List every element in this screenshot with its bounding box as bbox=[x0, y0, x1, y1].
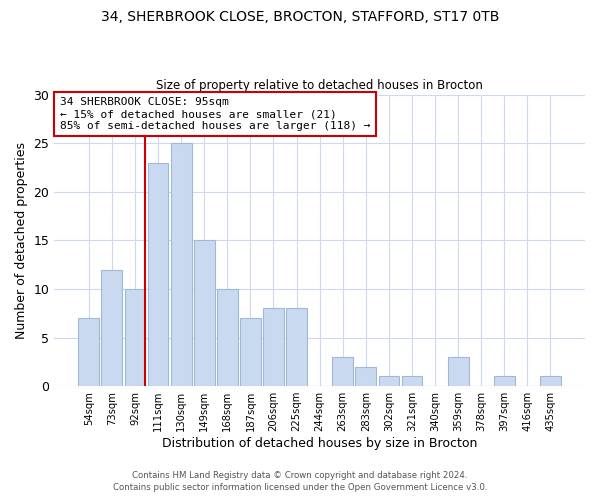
Bar bbox=[217, 289, 238, 386]
X-axis label: Distribution of detached houses by size in Brocton: Distribution of detached houses by size … bbox=[162, 437, 478, 450]
Bar bbox=[171, 143, 191, 386]
Text: 34 SHERBROOK CLOSE: 95sqm
← 15% of detached houses are smaller (21)
85% of semi-: 34 SHERBROOK CLOSE: 95sqm ← 15% of detac… bbox=[59, 98, 370, 130]
Bar bbox=[125, 289, 145, 386]
Bar bbox=[540, 376, 561, 386]
Text: Contains HM Land Registry data © Crown copyright and database right 2024.
Contai: Contains HM Land Registry data © Crown c… bbox=[113, 471, 487, 492]
Bar bbox=[379, 376, 399, 386]
Bar bbox=[494, 376, 515, 386]
Bar bbox=[286, 308, 307, 386]
Text: 34, SHERBROOK CLOSE, BROCTON, STAFFORD, ST17 0TB: 34, SHERBROOK CLOSE, BROCTON, STAFFORD, … bbox=[101, 10, 499, 24]
Bar bbox=[332, 357, 353, 386]
Bar bbox=[263, 308, 284, 386]
Y-axis label: Number of detached properties: Number of detached properties bbox=[15, 142, 28, 339]
Bar bbox=[194, 240, 215, 386]
Bar bbox=[148, 162, 169, 386]
Bar bbox=[79, 318, 99, 386]
Bar bbox=[355, 367, 376, 386]
Title: Size of property relative to detached houses in Brocton: Size of property relative to detached ho… bbox=[156, 79, 483, 92]
Bar bbox=[240, 318, 261, 386]
Bar bbox=[101, 270, 122, 386]
Bar bbox=[401, 376, 422, 386]
Bar bbox=[448, 357, 469, 386]
